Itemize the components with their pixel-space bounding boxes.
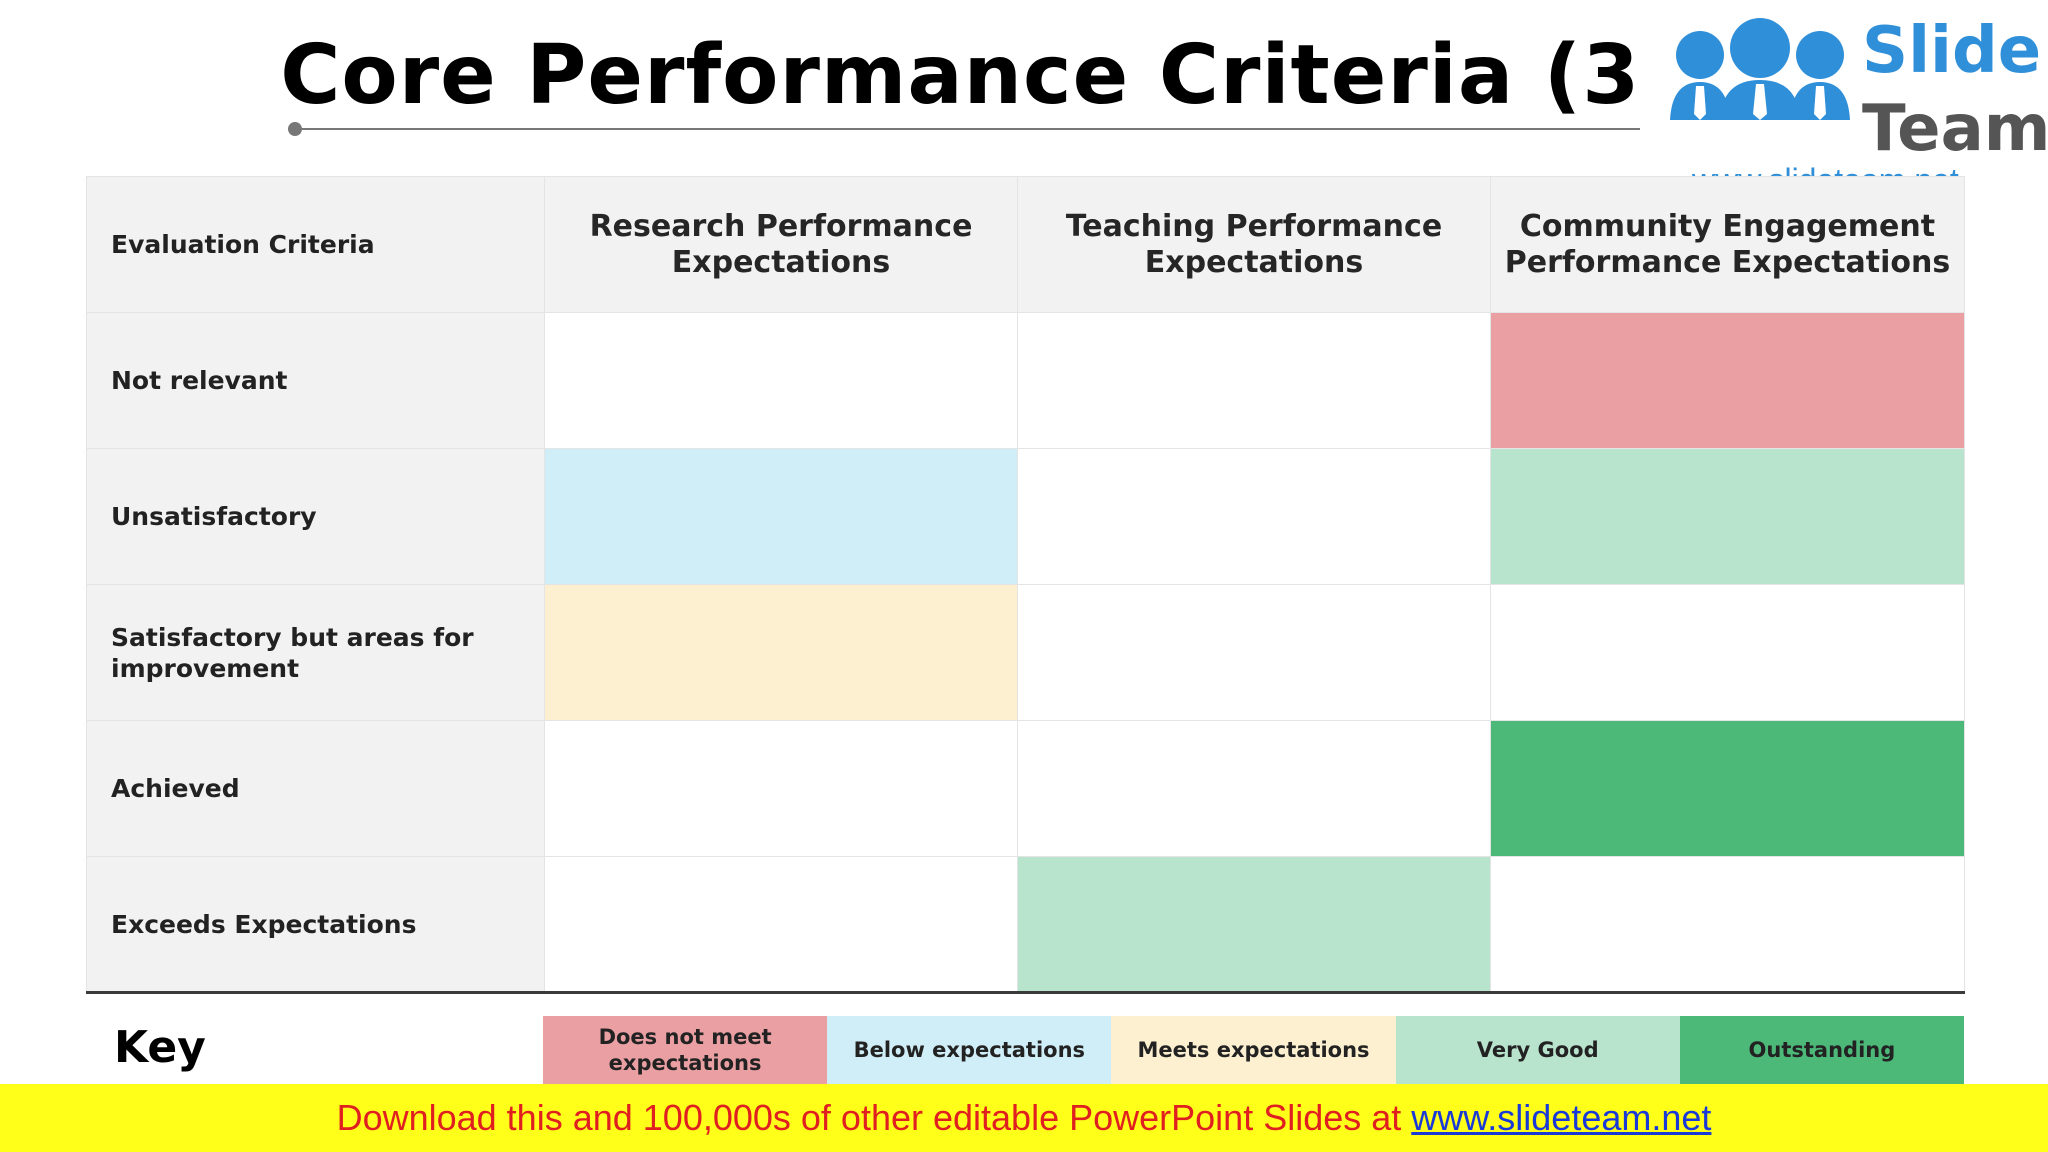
column-header: Teaching Performance Expectations <box>1017 176 1491 313</box>
key-label: Key <box>114 1022 206 1073</box>
rating-cell <box>1490 856 1965 994</box>
banner-link[interactable]: www.slideteam.net <box>1411 1097 1712 1138</box>
table-row: Not relevant <box>86 312 1965 449</box>
key-item: Does not meet expectations <box>543 1016 828 1084</box>
row-label: Achieved <box>86 720 545 857</box>
people-icon <box>1670 18 1850 120</box>
header-evaluation-criteria: Evaluation Criteria <box>86 176 545 313</box>
rating-cell <box>544 584 1018 721</box>
rating-cell <box>1017 448 1491 585</box>
performance-criteria-table: Evaluation Criteria Research Performance … <box>86 176 1965 994</box>
row-label: Satisfactory but areas for improvement <box>86 584 545 721</box>
logo-word-slide: Slide <box>1862 14 2042 88</box>
key-item: Below expectations <box>827 1016 1112 1084</box>
row-label: Unsatisfactory <box>86 448 545 585</box>
column-header: Research Performance Expectations <box>544 176 1018 313</box>
rating-cell <box>544 856 1018 994</box>
rating-cell <box>1017 720 1491 857</box>
key-item: Meets expectations <box>1111 1016 1396 1084</box>
banner-text: Download this and 100,000s of other edit… <box>336 1097 1402 1138</box>
column-header: Community Engagement Performance Expecta… <box>1490 176 1965 313</box>
table-row: Satisfactory but areas for improvement <box>86 584 1965 721</box>
rating-cell <box>1017 584 1491 721</box>
key-item: Very Good <box>1395 1016 1680 1084</box>
table-row: Unsatisfactory <box>86 448 1965 585</box>
logo-word-team: Team <box>1862 92 2048 166</box>
key-item: Outstanding <box>1679 1016 1965 1084</box>
rating-cell <box>544 312 1018 449</box>
key-legend: Does not meet expectations Below expectat… <box>543 1016 1965 1084</box>
rating-cell <box>1017 312 1491 449</box>
rating-cell <box>1017 856 1491 994</box>
table-header-row: Evaluation Criteria Research Performance … <box>86 176 1965 313</box>
rating-cell <box>544 720 1018 857</box>
row-label: Not relevant <box>86 312 545 449</box>
rating-cell <box>1490 448 1965 585</box>
table-row: Exceeds Expectations <box>86 856 1965 994</box>
title-rule <box>294 128 1640 130</box>
rating-cell <box>1490 312 1965 449</box>
slideteam-logo[interactable]: Slide Team www.slideteam.net <box>1640 0 2048 198</box>
rating-cell <box>544 448 1018 585</box>
row-label: Exceeds Expectations <box>86 856 545 994</box>
rating-cell <box>1490 584 1965 721</box>
download-banner[interactable]: Download this and 100,000s of other edit… <box>0 1084 2048 1152</box>
table-row: Achieved <box>86 720 1965 857</box>
rating-cell <box>1490 720 1965 857</box>
page-title: Core Performance Criteria (3/3) <box>280 28 1768 123</box>
